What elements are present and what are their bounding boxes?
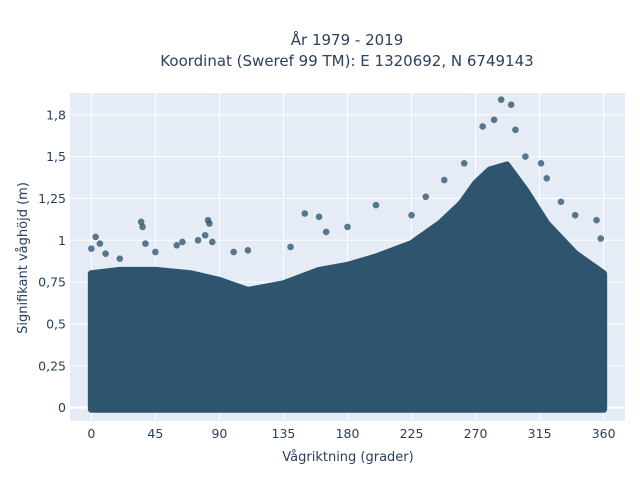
y-tick-label-3: 0,75 <box>38 275 66 290</box>
data-point-20 <box>315 213 323 221</box>
y-tick-label-5: 1,25 <box>38 191 66 206</box>
point-cloud <box>87 161 608 413</box>
x-tick-label-4: 180 <box>336 426 360 441</box>
data-point-33 <box>522 153 529 160</box>
data-point-12 <box>201 231 209 239</box>
data-point-36 <box>557 198 565 206</box>
data-point-22 <box>344 223 351 231</box>
data-point-2 <box>96 240 104 247</box>
x-tick-labels: 0 45 90 135 180 225 270 315 360 <box>87 426 615 441</box>
x-tick-label-6: 270 <box>464 426 488 441</box>
data-point-27 <box>460 159 468 167</box>
data-point-23 <box>372 201 380 209</box>
data-point-1 <box>92 233 99 241</box>
outlier-points <box>88 96 605 262</box>
data-point-38 <box>593 216 600 224</box>
data-point-28 <box>479 123 486 130</box>
x-tick-label-8: 360 <box>592 426 616 441</box>
data-point-5 <box>137 218 145 226</box>
chart-title-line2: Koordinat (Sweref 99 TM): E 1320692, N 6… <box>160 52 533 70</box>
data-point-29 <box>490 116 498 124</box>
x-tick-label-7: 315 <box>528 426 552 441</box>
data-point-25 <box>422 193 430 201</box>
y-axis-title: Signifikant våghöjd (m) <box>16 182 31 334</box>
y-tick-label-6: 1,5 <box>46 149 66 164</box>
data-point-4 <box>116 255 124 262</box>
data-point-24 <box>408 211 415 219</box>
data-point-18 <box>287 243 294 251</box>
dense-point-mass <box>87 161 608 413</box>
chart-title-line1: År 1979 - 2019 <box>291 30 404 49</box>
y-tick-label-2: 0,5 <box>46 316 66 331</box>
data-point-10 <box>179 238 186 246</box>
data-point-0 <box>88 245 95 252</box>
data-point-3 <box>102 250 109 257</box>
x-tick-label-5: 225 <box>400 426 424 441</box>
data-point-39 <box>597 235 605 242</box>
x-tick-label-2: 90 <box>211 426 227 441</box>
x-tick-label-1: 45 <box>147 426 163 441</box>
data-point-8 <box>152 248 159 256</box>
data-point-9 <box>173 241 181 249</box>
data-point-15 <box>209 238 216 246</box>
data-point-19 <box>301 210 309 217</box>
data-point-11 <box>194 236 202 244</box>
data-point-6 <box>139 223 146 231</box>
x-axis-title: Vågriktning (grader) <box>282 450 413 465</box>
data-point-17 <box>244 247 252 254</box>
x-tick-label-3: 135 <box>272 426 296 441</box>
data-point-37 <box>571 211 579 219</box>
y-tick-label-4: 1 <box>58 233 66 248</box>
data-point-21 <box>322 228 330 236</box>
y-tick-label-0: 0 <box>58 400 66 415</box>
data-point-32 <box>512 126 519 134</box>
data-point-31 <box>507 101 515 109</box>
data-point-7 <box>142 240 149 247</box>
y-tick-label-1: 0,25 <box>38 358 66 373</box>
data-point-14 <box>206 220 213 227</box>
y-tick-labels: 0 0,25 0,5 0,75 1 1,25 1,5 1,8 <box>38 107 66 415</box>
data-point-26 <box>440 176 448 184</box>
data-point-35 <box>543 175 551 182</box>
data-point-16 <box>230 248 237 256</box>
y-tick-label-7: 1,8 <box>46 107 66 122</box>
data-point-30 <box>497 96 505 103</box>
data-point-34 <box>537 159 545 167</box>
x-tick-label-0: 0 <box>87 426 95 441</box>
